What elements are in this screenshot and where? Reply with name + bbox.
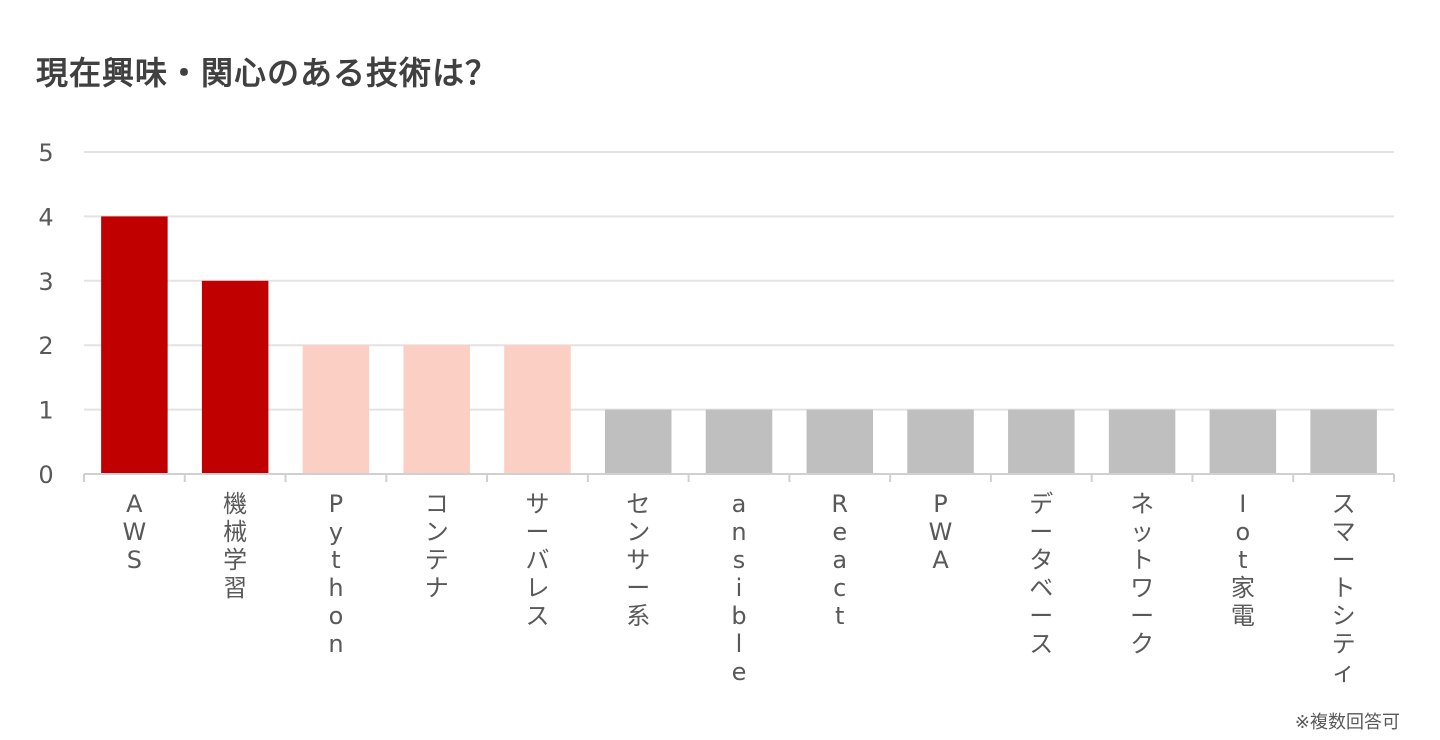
x-axis-labels: A W S 機械学習 P y t h o n コンテナ サーバレス センサー系 a n s i b l e R e a c t P… (123, 490, 1356, 686)
bar (806, 409, 874, 474)
bar (1008, 409, 1075, 474)
bar (1310, 409, 1377, 474)
x-tick-label: サーバレス (525, 490, 549, 630)
bar (101, 216, 168, 474)
bar (705, 409, 773, 474)
x-axis (83, 473, 1395, 482)
y-tick-label: 1 (38, 397, 53, 425)
y-axis-ticks: 0 1 2 3 4 5 (38, 139, 53, 489)
footnote: ※複数回答可 (1294, 712, 1400, 733)
x-tick-label: スマートシティ (1332, 490, 1356, 686)
x-tick-label: データベース (1029, 490, 1053, 658)
bar (1209, 409, 1277, 474)
x-tick-label: ネットワーク (1130, 490, 1154, 658)
x-tick-label: 機械学習 (223, 490, 247, 602)
bar (201, 280, 269, 474)
bar (604, 409, 672, 474)
y-tick-label: 0 (38, 461, 53, 489)
bar (1108, 409, 1176, 474)
bar (504, 345, 571, 474)
y-tick-label: 5 (38, 139, 53, 167)
y-tick-label: 4 (38, 203, 53, 231)
x-tick-label: コンテナ (425, 490, 449, 602)
y-tick-label: 2 (38, 332, 53, 360)
bars (101, 216, 1377, 474)
gridlines (84, 151, 1394, 411)
chart-title: 現在興味・関心のある技術は？ (36, 54, 499, 92)
x-tick-label: センサー系 (626, 490, 650, 630)
y-tick-label: 3 (38, 268, 53, 296)
bar (302, 345, 370, 474)
bar (907, 409, 974, 474)
bar (403, 345, 470, 474)
